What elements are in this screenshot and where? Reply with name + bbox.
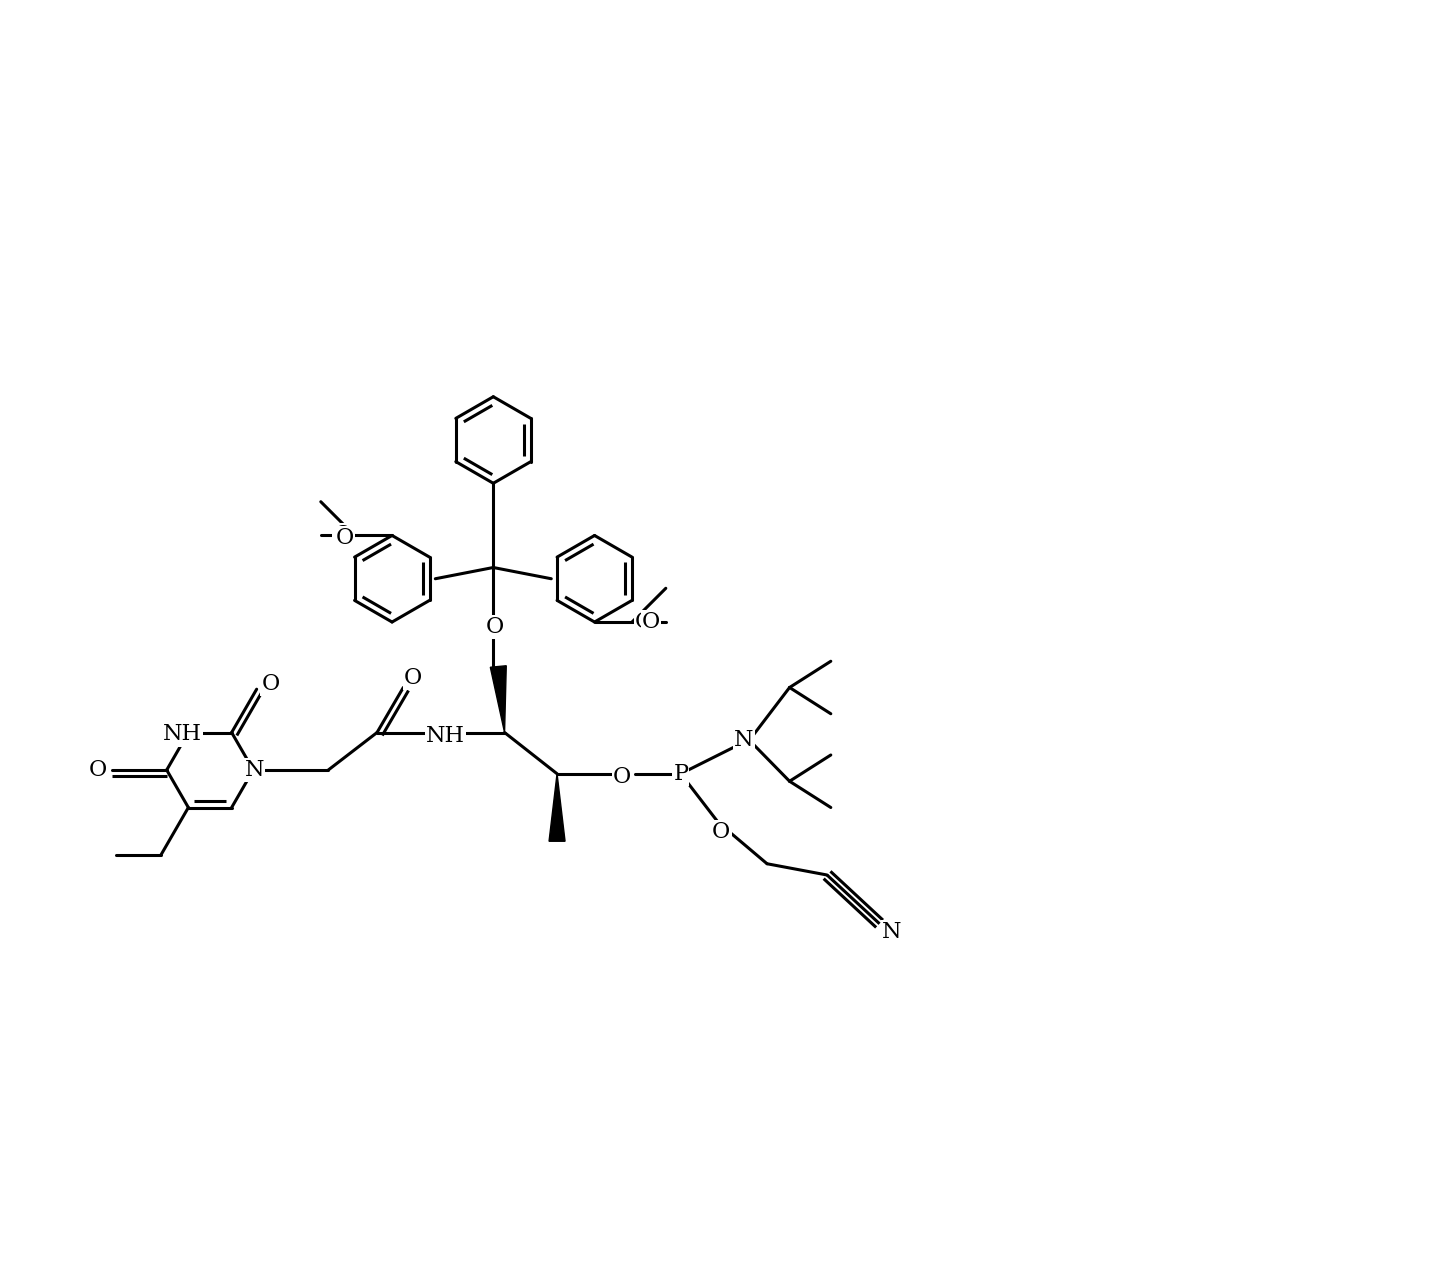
Text: N: N	[245, 758, 264, 781]
Text: O: O	[642, 611, 661, 634]
Text: O: O	[405, 666, 422, 689]
Text: N: N	[882, 921, 901, 943]
Text: NH: NH	[163, 723, 202, 746]
Text: N: N	[734, 728, 754, 751]
Text: O: O	[486, 616, 504, 639]
Text: O: O	[262, 673, 280, 695]
Text: NH: NH	[427, 724, 466, 747]
Text: P: P	[673, 762, 689, 785]
Text: O: O	[333, 525, 352, 546]
Text: O: O	[613, 766, 632, 787]
Polygon shape	[491, 666, 507, 732]
Text: O: O	[89, 758, 106, 781]
Polygon shape	[549, 774, 565, 842]
Text: O: O	[335, 528, 354, 549]
Text: O: O	[712, 822, 731, 843]
Text: O: O	[635, 611, 654, 634]
